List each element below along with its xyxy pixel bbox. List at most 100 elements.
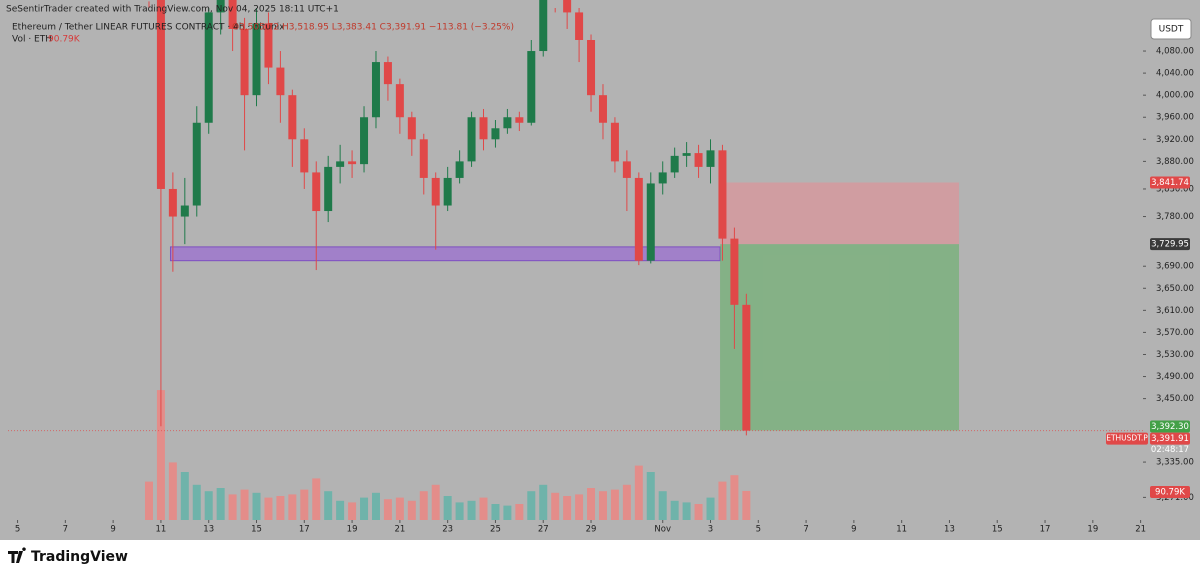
candle-body — [503, 117, 512, 129]
currency-button[interactable] — [1150, 18, 1192, 40]
y-tick-label: 3,450.00 — [1156, 394, 1194, 404]
support-zone — [169, 246, 721, 262]
footer — [0, 540, 1200, 577]
x-tick-label: 11 — [156, 525, 167, 535]
x-tick-label: 7 — [63, 525, 68, 535]
volume-bar — [742, 490, 751, 520]
symbol-tag: ETHUSDT.P — [1106, 434, 1148, 443]
candle-body — [312, 172, 321, 212]
candle-body — [658, 172, 667, 184]
candle-body — [467, 117, 476, 162]
chart-background — [0, 0, 1200, 540]
last-price-label: 3,391.91 — [1151, 434, 1189, 444]
y-tick-label: 3,830.00 — [1156, 184, 1194, 194]
x-tick-label: 23 — [442, 525, 453, 535]
symbol-tag-bg — [1106, 432, 1148, 445]
stop-label-bg — [1150, 176, 1190, 189]
volume-bar — [360, 497, 369, 520]
candle-body — [395, 84, 404, 118]
x-tick-label: Nov — [654, 525, 671, 535]
plot: 4,080.00 4,040.00 4,000.00 3,960.00 3,920.00… — [8, 0, 1194, 535]
volume-bar — [658, 491, 667, 520]
volume-bar — [443, 496, 452, 520]
volume-bar — [563, 496, 572, 520]
volume-bar — [694, 504, 703, 520]
ohlc: O3,505.72 H3,518.95 L3,383.41 C3,391.91 … — [232, 23, 514, 33]
candle-body — [383, 62, 392, 85]
entry-label-bg — [1150, 238, 1190, 251]
candle-body — [168, 188, 177, 217]
candle-body — [348, 161, 357, 165]
volume-tag-bg — [1150, 486, 1190, 498]
volume-bar — [240, 489, 249, 520]
volume-bar — [634, 465, 643, 520]
candle-body — [610, 122, 619, 162]
x-tick-label: 13 — [944, 525, 955, 535]
volume-bar — [204, 491, 213, 520]
volume-bar — [610, 489, 619, 520]
candle-body — [288, 95, 297, 140]
volume-bar — [192, 484, 201, 520]
candle-body — [455, 161, 464, 178]
currency[interactable]: USDT — [1159, 25, 1184, 35]
volume-bar — [730, 475, 739, 520]
volume-bar — [718, 481, 727, 520]
x-tick-label: 21 — [394, 525, 405, 535]
volume-bar — [156, 390, 165, 520]
candle-body — [622, 161, 631, 178]
y-tick-label: 3,650.00 — [1156, 284, 1194, 294]
volume-bar — [419, 491, 428, 520]
candle-body — [670, 155, 679, 173]
candle-body — [718, 150, 727, 239]
volume-bar — [431, 484, 440, 520]
volume-bar — [491, 504, 500, 520]
y-tick-label: 3,780.00 — [1156, 212, 1194, 222]
volume-bar — [587, 488, 596, 520]
candle-body — [300, 139, 309, 173]
x-tick-label: 13 — [203, 525, 214, 535]
y-tick-label: 3,880.00 — [1156, 157, 1194, 167]
candle-body — [407, 117, 416, 140]
volume-bar — [371, 492, 380, 520]
candle-body — [694, 153, 703, 167]
volume-bar — [515, 504, 524, 520]
volume-bar — [252, 492, 261, 520]
x-tick-label: 5 — [756, 525, 761, 535]
volume-bar — [670, 500, 679, 520]
x-tick-label: 21 — [1135, 525, 1146, 535]
x-tick-label: 11 — [896, 525, 907, 535]
candle-body — [539, 0, 548, 52]
x-tick-label: 5 — [15, 525, 20, 535]
candle-body — [587, 40, 596, 96]
candle-body — [264, 23, 273, 68]
volume-bar — [455, 502, 464, 520]
volume-bar — [551, 492, 560, 520]
volume-bar — [144, 481, 153, 520]
volume-name: Vol · ETH — [12, 35, 52, 45]
candle-body — [371, 62, 380, 118]
volume-value: 90.79K — [48, 35, 81, 45]
candle-body — [730, 238, 739, 305]
candle-body — [192, 122, 201, 206]
y-tick-label: 3,490.00 — [1156, 372, 1194, 382]
candle-body — [598, 95, 607, 123]
x-tick-label: 17 — [1040, 525, 1051, 535]
y-tick-label: 3,530.00 — [1156, 350, 1194, 360]
stop-label: 3,841.74 — [1151, 178, 1189, 188]
volume-bar — [539, 484, 548, 520]
volume-bar — [575, 494, 584, 520]
volume-bar — [395, 497, 404, 520]
volume-bar — [216, 488, 225, 520]
candle-body — [646, 183, 655, 261]
volume-bar — [622, 484, 631, 520]
x-tick-label: 15 — [992, 525, 1003, 535]
entry-label: 3,729.95 — [1151, 240, 1189, 250]
volume-bar — [479, 497, 488, 520]
volume-bar — [706, 497, 715, 520]
volume-bar — [348, 502, 357, 520]
volume-bar — [383, 499, 392, 520]
x-tick-label: 9 — [110, 525, 115, 535]
volume-bar — [646, 472, 655, 520]
volume-tag: 90.79K — [1155, 488, 1185, 498]
